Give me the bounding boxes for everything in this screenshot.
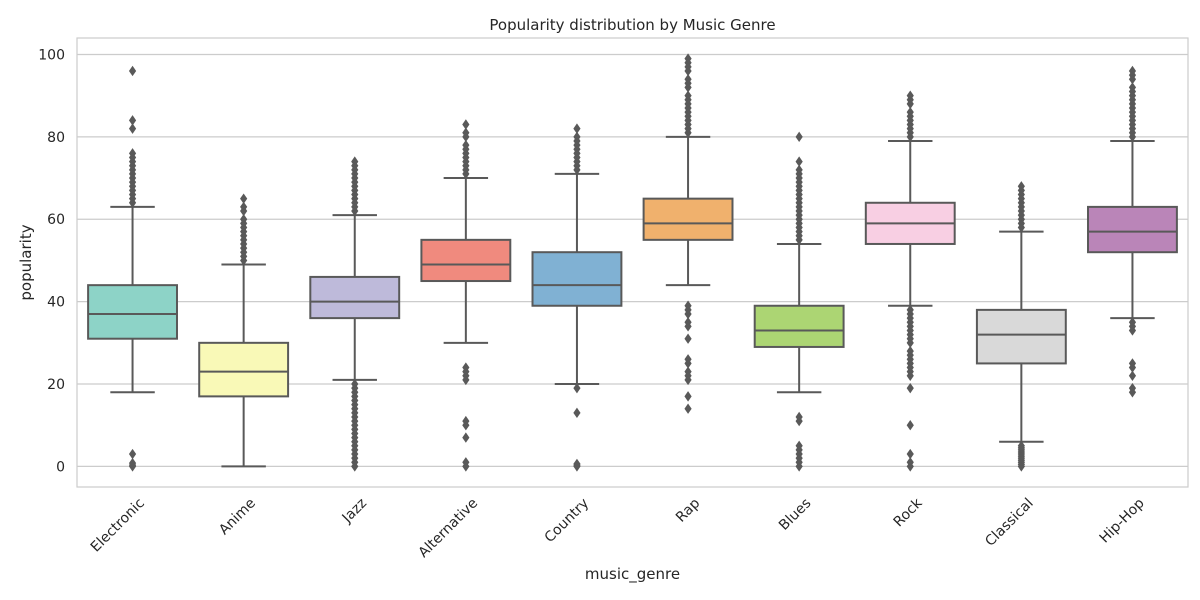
outlier-point bbox=[795, 411, 803, 423]
y-axis-label: popularity bbox=[17, 224, 35, 300]
box-jazz bbox=[309, 156, 401, 472]
outlier-point bbox=[573, 123, 581, 134]
outlier-point bbox=[240, 201, 248, 213]
outlier-point bbox=[1128, 317, 1137, 328]
outlier-point bbox=[1128, 358, 1137, 369]
outlier-point bbox=[462, 127, 470, 138]
y-tick-label: 0 bbox=[56, 459, 65, 475]
box-rap bbox=[642, 53, 734, 414]
outlier-point bbox=[684, 391, 692, 402]
outlier-point bbox=[462, 415, 470, 427]
outlier-point bbox=[1017, 440, 1025, 452]
y-tick-labels: 0 20 40 60 80 100 bbox=[38, 47, 65, 475]
outlier-point bbox=[684, 333, 692, 344]
outlier-point bbox=[906, 90, 914, 101]
iqr-box bbox=[975, 308, 1067, 365]
x-axis-label: music_genre bbox=[585, 565, 680, 584]
y-tick-label: 40 bbox=[47, 295, 65, 311]
box-anime bbox=[198, 193, 290, 468]
outlier-point bbox=[1128, 65, 1137, 77]
outlier-point bbox=[240, 193, 248, 204]
outlier-point bbox=[795, 440, 803, 452]
iqr-box bbox=[642, 197, 734, 241]
outlier-point bbox=[462, 432, 470, 443]
outlier-point bbox=[684, 403, 692, 414]
chart-title: Popularity distribution by Music Genre bbox=[489, 16, 775, 34]
outlier-point bbox=[684, 73, 692, 85]
outlier-point bbox=[1128, 82, 1137, 93]
box-classical bbox=[975, 181, 1067, 472]
box-alternative bbox=[420, 119, 512, 472]
outlier-point bbox=[684, 90, 692, 101]
plot-frame bbox=[76, 37, 1189, 488]
y-tick-label: 80 bbox=[47, 130, 65, 146]
iqr-box bbox=[753, 304, 845, 348]
outlier-point bbox=[906, 457, 914, 468]
outlier-point bbox=[351, 156, 359, 167]
outlier-point bbox=[128, 115, 137, 126]
outlier-point bbox=[573, 382, 581, 394]
outlier-point bbox=[573, 131, 581, 143]
outlier-point bbox=[462, 139, 470, 151]
iqr-box bbox=[531, 251, 623, 307]
outlier-point bbox=[128, 457, 137, 469]
outlier-point bbox=[1017, 181, 1025, 192]
iqr-box bbox=[420, 238, 512, 283]
box-blues bbox=[753, 131, 845, 472]
iqr-box bbox=[1087, 205, 1178, 254]
outlier-point bbox=[128, 448, 137, 460]
outlier-point bbox=[240, 214, 248, 225]
outlier-point bbox=[351, 378, 359, 390]
outlier-point bbox=[462, 457, 470, 468]
box-country bbox=[531, 123, 623, 472]
box-hip-hop bbox=[1087, 65, 1178, 398]
outlier-point bbox=[462, 362, 470, 373]
outlier-point bbox=[906, 382, 914, 394]
outlier-point bbox=[573, 407, 581, 419]
outlier-point bbox=[684, 354, 692, 365]
outlier-point bbox=[573, 458, 581, 470]
boxes-group bbox=[87, 53, 1178, 472]
outlier-point bbox=[1128, 370, 1137, 381]
outlier-point bbox=[906, 448, 914, 460]
y-tick-label: 20 bbox=[47, 377, 65, 393]
y-tick-label: 60 bbox=[47, 212, 65, 228]
outlier-point bbox=[128, 148, 137, 159]
outlier-point bbox=[795, 164, 803, 176]
outlier-point bbox=[128, 123, 137, 134]
box-rock bbox=[864, 90, 956, 472]
outlier-point bbox=[906, 345, 914, 357]
outlier-point bbox=[906, 420, 914, 431]
outlier-point bbox=[684, 366, 692, 377]
outlier-point bbox=[906, 304, 914, 316]
iqr-box bbox=[87, 284, 178, 340]
outlier-point bbox=[795, 156, 803, 167]
outlier-point bbox=[684, 317, 692, 328]
outlier-point bbox=[795, 131, 803, 143]
outlier-point bbox=[906, 106, 914, 118]
outlier-point bbox=[1128, 382, 1137, 394]
outlier-point bbox=[128, 65, 137, 77]
outlier-point bbox=[684, 300, 692, 311]
y-tick-label: 100 bbox=[38, 47, 65, 63]
iqr-box bbox=[198, 341, 290, 398]
iqr-box bbox=[309, 275, 401, 320]
box-electronic bbox=[87, 65, 178, 472]
outlier-point bbox=[462, 119, 470, 130]
outlier-point bbox=[684, 53, 692, 64]
